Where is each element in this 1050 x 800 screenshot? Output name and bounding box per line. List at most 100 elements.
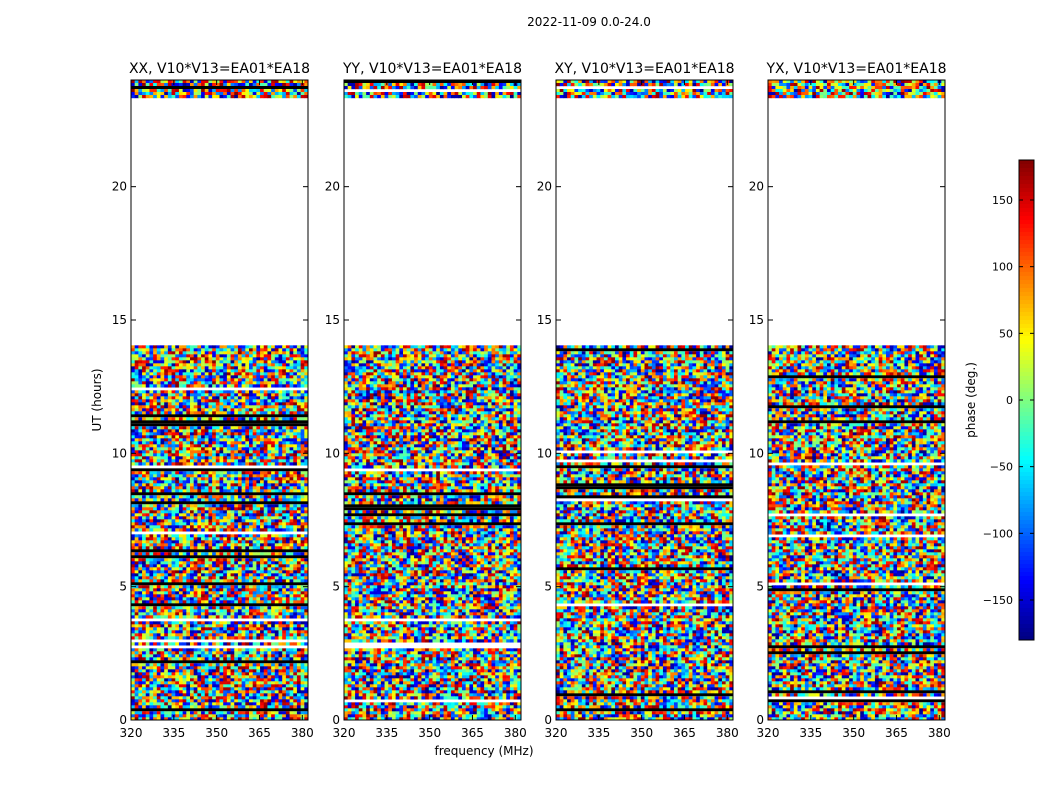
panel-frame: [767, 79, 946, 721]
colorbar-segment: [1019, 452, 1034, 457]
colorbar-segment: [1019, 392, 1034, 397]
colorbar-segment: [1019, 480, 1034, 485]
colorbar-segment: [1019, 284, 1034, 289]
colorbar-segment: [1019, 488, 1034, 493]
colorbar-segment: [1019, 472, 1034, 477]
x-tick-label: 350: [418, 726, 441, 740]
y-tick-label: 0: [119, 713, 127, 727]
colorbar-segment: [1019, 524, 1034, 529]
panel-xy: XY, V10*V13=EA01*EA18 320 335 350 365 380 0 5 10…: [537, 61, 739, 740]
colorbar-segment: [1019, 372, 1034, 377]
y-tick-label: 0: [544, 713, 552, 727]
colorbar-segment: [1019, 312, 1034, 317]
y-tick-label: 5: [756, 580, 764, 594]
colorbar-segment: [1019, 224, 1034, 229]
colorbar-segment: [1019, 196, 1034, 201]
colorbar-tick-label: 50: [999, 327, 1013, 340]
x-tick-label: 365: [461, 726, 484, 740]
colorbar-segment: [1019, 448, 1034, 453]
x-tick-label: 320: [120, 726, 143, 740]
colorbar-segment: [1019, 608, 1034, 613]
colorbar-segment: [1019, 492, 1034, 497]
colorbar-segment: [1019, 432, 1034, 437]
panel-title: XY, V10*V13=EA01*EA18: [554, 61, 734, 77]
panel-frame: [130, 79, 309, 721]
panel-frame: [555, 79, 734, 721]
colorbar-segment: [1019, 520, 1034, 525]
x-tick-label: 380: [928, 726, 951, 740]
y-tick-label: 15: [537, 313, 552, 327]
phase-cells: [768, 80, 945, 720]
colorbar-segment: [1019, 216, 1034, 221]
y-tick-label: 5: [119, 580, 127, 594]
colorbar-segment: [1019, 536, 1034, 541]
colorbar-segment: [1019, 272, 1034, 277]
y-tick-label: 20: [749, 180, 764, 194]
x-tick-label: 320: [333, 726, 356, 740]
colorbar-segment: [1019, 580, 1034, 585]
colorbar-segment: [1019, 172, 1034, 177]
colorbar-segment: [1019, 636, 1034, 641]
colorbar-segment: [1019, 380, 1034, 385]
colorbar-segment: [1019, 160, 1034, 165]
colorbar-segment: [1019, 304, 1034, 309]
colorbar-segment: [1019, 512, 1034, 517]
colorbar-segment: [1019, 564, 1034, 569]
colorbar-segment: [1019, 544, 1034, 549]
colorbar-segment: [1019, 504, 1034, 509]
colorbar-tick-label: −50: [990, 461, 1013, 474]
x-tick-label: 335: [587, 726, 610, 740]
colorbar-segment: [1019, 180, 1034, 185]
colorbar-segment: [1019, 264, 1034, 269]
colorbar-segment: [1019, 292, 1034, 297]
colorbar: −150 −100 −50 0 50 100 150: [983, 159, 1035, 641]
x-axis-label: frequency (MHz): [434, 744, 533, 758]
colorbar-segment: [1019, 388, 1034, 393]
colorbar-segment: [1019, 416, 1034, 421]
colorbar-segment: [1019, 336, 1034, 341]
colorbar-segment: [1019, 244, 1034, 249]
panel-yx: YX, V10*V13=EA01*EA18 320 335 350 365 380 0 5 10…: [749, 61, 951, 740]
colorbar-segment: [1019, 576, 1034, 581]
colorbar-segment: [1019, 540, 1034, 545]
colorbar-segment: [1019, 548, 1034, 553]
colorbar-segment: [1019, 476, 1034, 481]
colorbar-segment: [1019, 228, 1034, 233]
y-tick-label: 10: [749, 446, 764, 460]
colorbar-segment: [1019, 184, 1034, 189]
colorbar-tick-label: −150: [983, 594, 1013, 607]
x-tick-label: 365: [248, 726, 271, 740]
colorbar-segment: [1019, 212, 1034, 217]
colorbar-segment: [1019, 592, 1034, 597]
colorbar-segment: [1019, 376, 1034, 381]
x-tick-label: 380: [291, 726, 314, 740]
colorbar-segment: [1019, 232, 1034, 237]
y-tick-label: 0: [756, 713, 764, 727]
colorbar-tick-label: 100: [992, 261, 1013, 274]
colorbar-segment: [1019, 588, 1034, 593]
colorbar-segment: [1019, 368, 1034, 373]
x-tick-label: 350: [630, 726, 653, 740]
x-tick-label: 335: [162, 726, 185, 740]
colorbar-segment: [1019, 624, 1034, 629]
x-tick-label: 380: [504, 726, 527, 740]
colorbar-segment: [1019, 400, 1034, 405]
y-tick-label: 15: [325, 313, 340, 327]
colorbar-segment: [1019, 352, 1034, 357]
colorbar-segment: [1019, 436, 1034, 441]
colorbar-segment: [1019, 208, 1034, 213]
phase-cells: [556, 80, 733, 720]
x-tick-label: 350: [842, 726, 865, 740]
colorbar-segment: [1019, 240, 1034, 245]
panel-title: XX, V10*V13=EA01*EA18: [129, 61, 310, 77]
colorbar-segment: [1019, 612, 1034, 617]
x-tick-label: 335: [799, 726, 822, 740]
colorbar-segment: [1019, 288, 1034, 293]
colorbar-segment: [1019, 532, 1034, 537]
colorbar-segment: [1019, 384, 1034, 389]
colorbar-segment: [1019, 340, 1034, 345]
panel-yy: YY, V10*V13=EA01*EA18 320 335 350 365 380 0 5 10…: [325, 61, 527, 740]
colorbar-segment: [1019, 356, 1034, 361]
colorbar-segment: [1019, 628, 1034, 633]
phase-cells: [344, 80, 521, 720]
